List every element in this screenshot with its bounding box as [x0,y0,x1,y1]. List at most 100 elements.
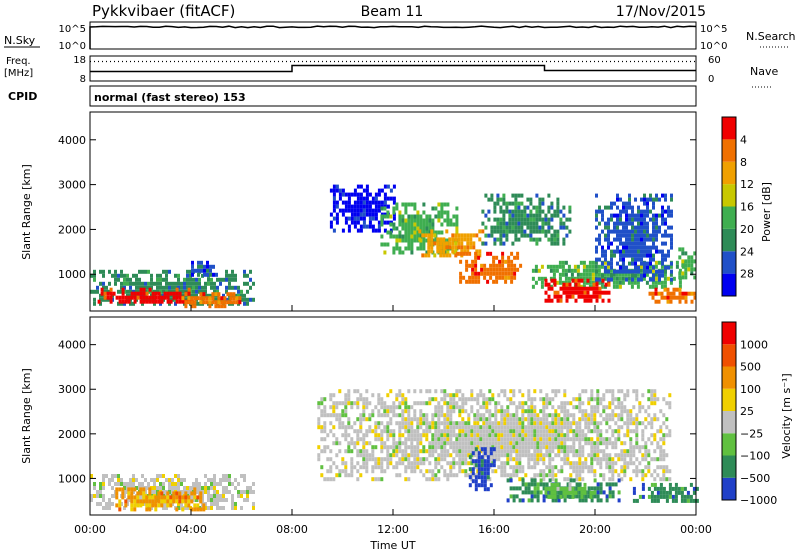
power-cell [121,295,125,300]
power-cell [598,290,602,295]
power-cell [669,291,673,296]
velocity-cell [474,487,478,492]
velocity-cell [335,465,339,470]
power-cell [591,276,595,281]
velocity-cell [353,421,357,426]
power-cell [341,228,345,233]
velocity-cell [428,461,432,466]
power-cell [594,260,598,265]
power-cell [217,296,221,301]
velocity-cell [557,405,561,410]
power-cell [538,205,542,210]
velocity-cell [320,429,324,434]
power-cell [455,206,459,211]
velocity-cell [443,445,447,450]
power-cell [431,218,435,223]
power-cell [591,264,595,269]
power-cell [105,297,108,302]
velocity-cell [494,417,498,422]
power-colorbar-tick-label: 24 [740,245,754,258]
power-cell [619,253,622,258]
velocity-cell [551,433,555,438]
velocity-cell [500,449,504,454]
velocity-cell [584,417,588,422]
velocity-cell [350,461,354,466]
velocity-cell [237,490,240,494]
velocity-cell [641,421,645,426]
velocity-cell [443,421,447,426]
velocity-cell [461,433,465,438]
velocity-cell [181,499,185,504]
power-cell [347,228,351,233]
velocity-cell [464,441,468,446]
velocity-cell [503,389,507,394]
velocity-cell [246,486,249,490]
velocity-cell [422,445,426,450]
velocity-cell [437,425,441,430]
velocity-cell [554,433,558,438]
x-tick-label: 20:00 [579,523,611,536]
velocity-cell [611,494,615,499]
velocity-cell [571,486,575,491]
velocity-cell [452,457,456,462]
velocity-cell [542,453,546,458]
power-cell [238,296,242,301]
power-cell [573,264,577,269]
velocity-cell [656,490,660,495]
velocity-cell [317,445,321,450]
velocity-cell [192,498,195,502]
velocity-cell [174,482,177,486]
velocity-cell [611,429,615,434]
velocity-cell [566,494,570,499]
velocity-cell [641,393,645,398]
velocity-cell [398,473,402,478]
power-cell [664,209,667,214]
power-cell [637,217,640,222]
power-cell [422,226,426,231]
power-cell [535,225,539,230]
cpid-label: CPID [8,90,37,103]
velocity-y-tick-label: 3000 [58,383,86,396]
power-cell [109,295,113,300]
velocity-cell [497,401,501,406]
power-cell [139,287,143,292]
velocity-cell [479,425,483,430]
velocity-cell [635,498,639,503]
velocity-cell [186,486,189,490]
velocity-cell [620,477,624,482]
velocity-cell [159,486,162,490]
power-cell [419,242,423,247]
velocity-cell [635,393,639,398]
velocity-cell [620,425,624,430]
velocity-cell [668,477,672,482]
power-cell [643,229,646,234]
velocity-cell [638,421,642,426]
velocity-cell [569,473,573,478]
velocity-cell [563,413,567,418]
velocity-cell [332,401,336,406]
velocity-cell [521,465,525,470]
velocity-cell [395,393,399,398]
power-cell [559,221,563,226]
power-cell [419,214,423,219]
velocity-cell [662,441,666,446]
velocity-cell [225,478,228,482]
power-cell [552,272,556,277]
power-cell [159,281,162,286]
velocity-cell [512,449,516,454]
power-cell [646,253,649,258]
velocity-cell [452,425,456,430]
power-cell [561,264,565,269]
power-cell [195,277,198,282]
power-cell [451,233,455,238]
velocity-cell [407,477,411,482]
power-cell [159,277,162,282]
power-cell [628,233,631,238]
power-cell [637,237,640,242]
velocity-cell [431,449,435,454]
velocity-cell [108,502,111,506]
power-cell [567,268,571,273]
power-cell [148,287,152,292]
velocity-cell [644,457,648,462]
power-cell [202,296,206,301]
